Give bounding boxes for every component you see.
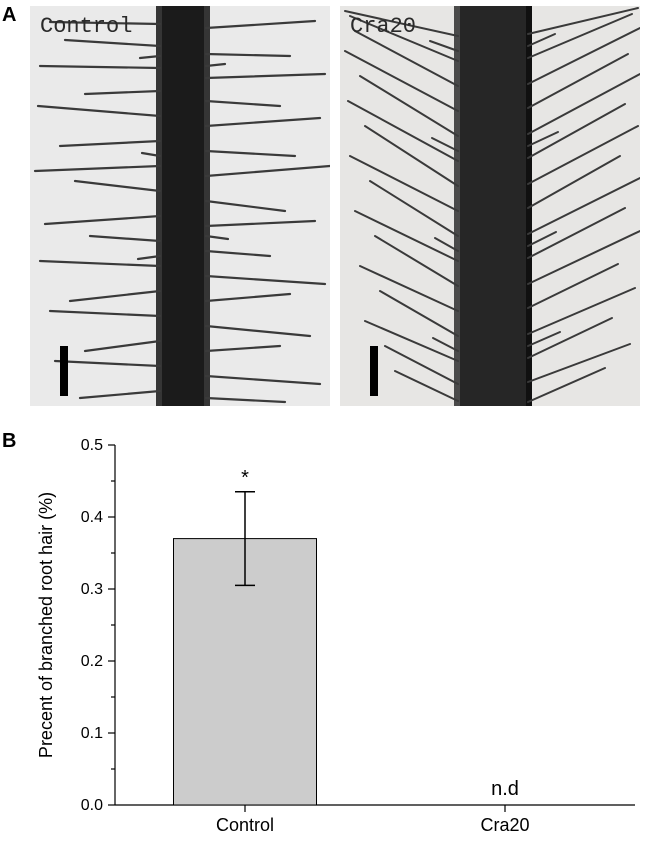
root-stem (160, 6, 206, 406)
y-tick-label: 0.4 (81, 509, 103, 526)
x-tick-label: Control (216, 815, 274, 835)
y-tick-label: 0.1 (81, 725, 103, 742)
root-edge (156, 6, 162, 406)
x-tick-label: Cra20 (480, 815, 529, 835)
root-edge (454, 6, 460, 406)
y-tick-label: 0.3 (81, 581, 103, 598)
micrograph-control: Control (30, 6, 330, 406)
bar-annotation: * (241, 467, 249, 489)
micrograph-label-cra20: Cra20 (350, 14, 416, 39)
y-tick-label: 0.5 (81, 437, 103, 454)
scale-bar (370, 346, 378, 396)
panel-b-label: B (2, 430, 16, 453)
root-stem (458, 6, 528, 406)
chart-bg (30, 435, 650, 850)
panel-a-label: A (2, 4, 16, 27)
micrograph-cra20: Cra20 (340, 6, 640, 406)
branched-root-hair-chart: 0.0 0.1 0.2 0.3 0.4 0.5 Precent of branched ro… (30, 435, 650, 850)
scale-bar (60, 346, 68, 396)
y-tick-label: 0.2 (81, 653, 103, 670)
y-axis-label: Precent of branched root hair (%) (36, 492, 56, 758)
y-tick-label: 0.0 (81, 797, 103, 814)
bar-annotation: n.d (491, 778, 519, 800)
micrograph-label-control: Control (40, 14, 132, 39)
